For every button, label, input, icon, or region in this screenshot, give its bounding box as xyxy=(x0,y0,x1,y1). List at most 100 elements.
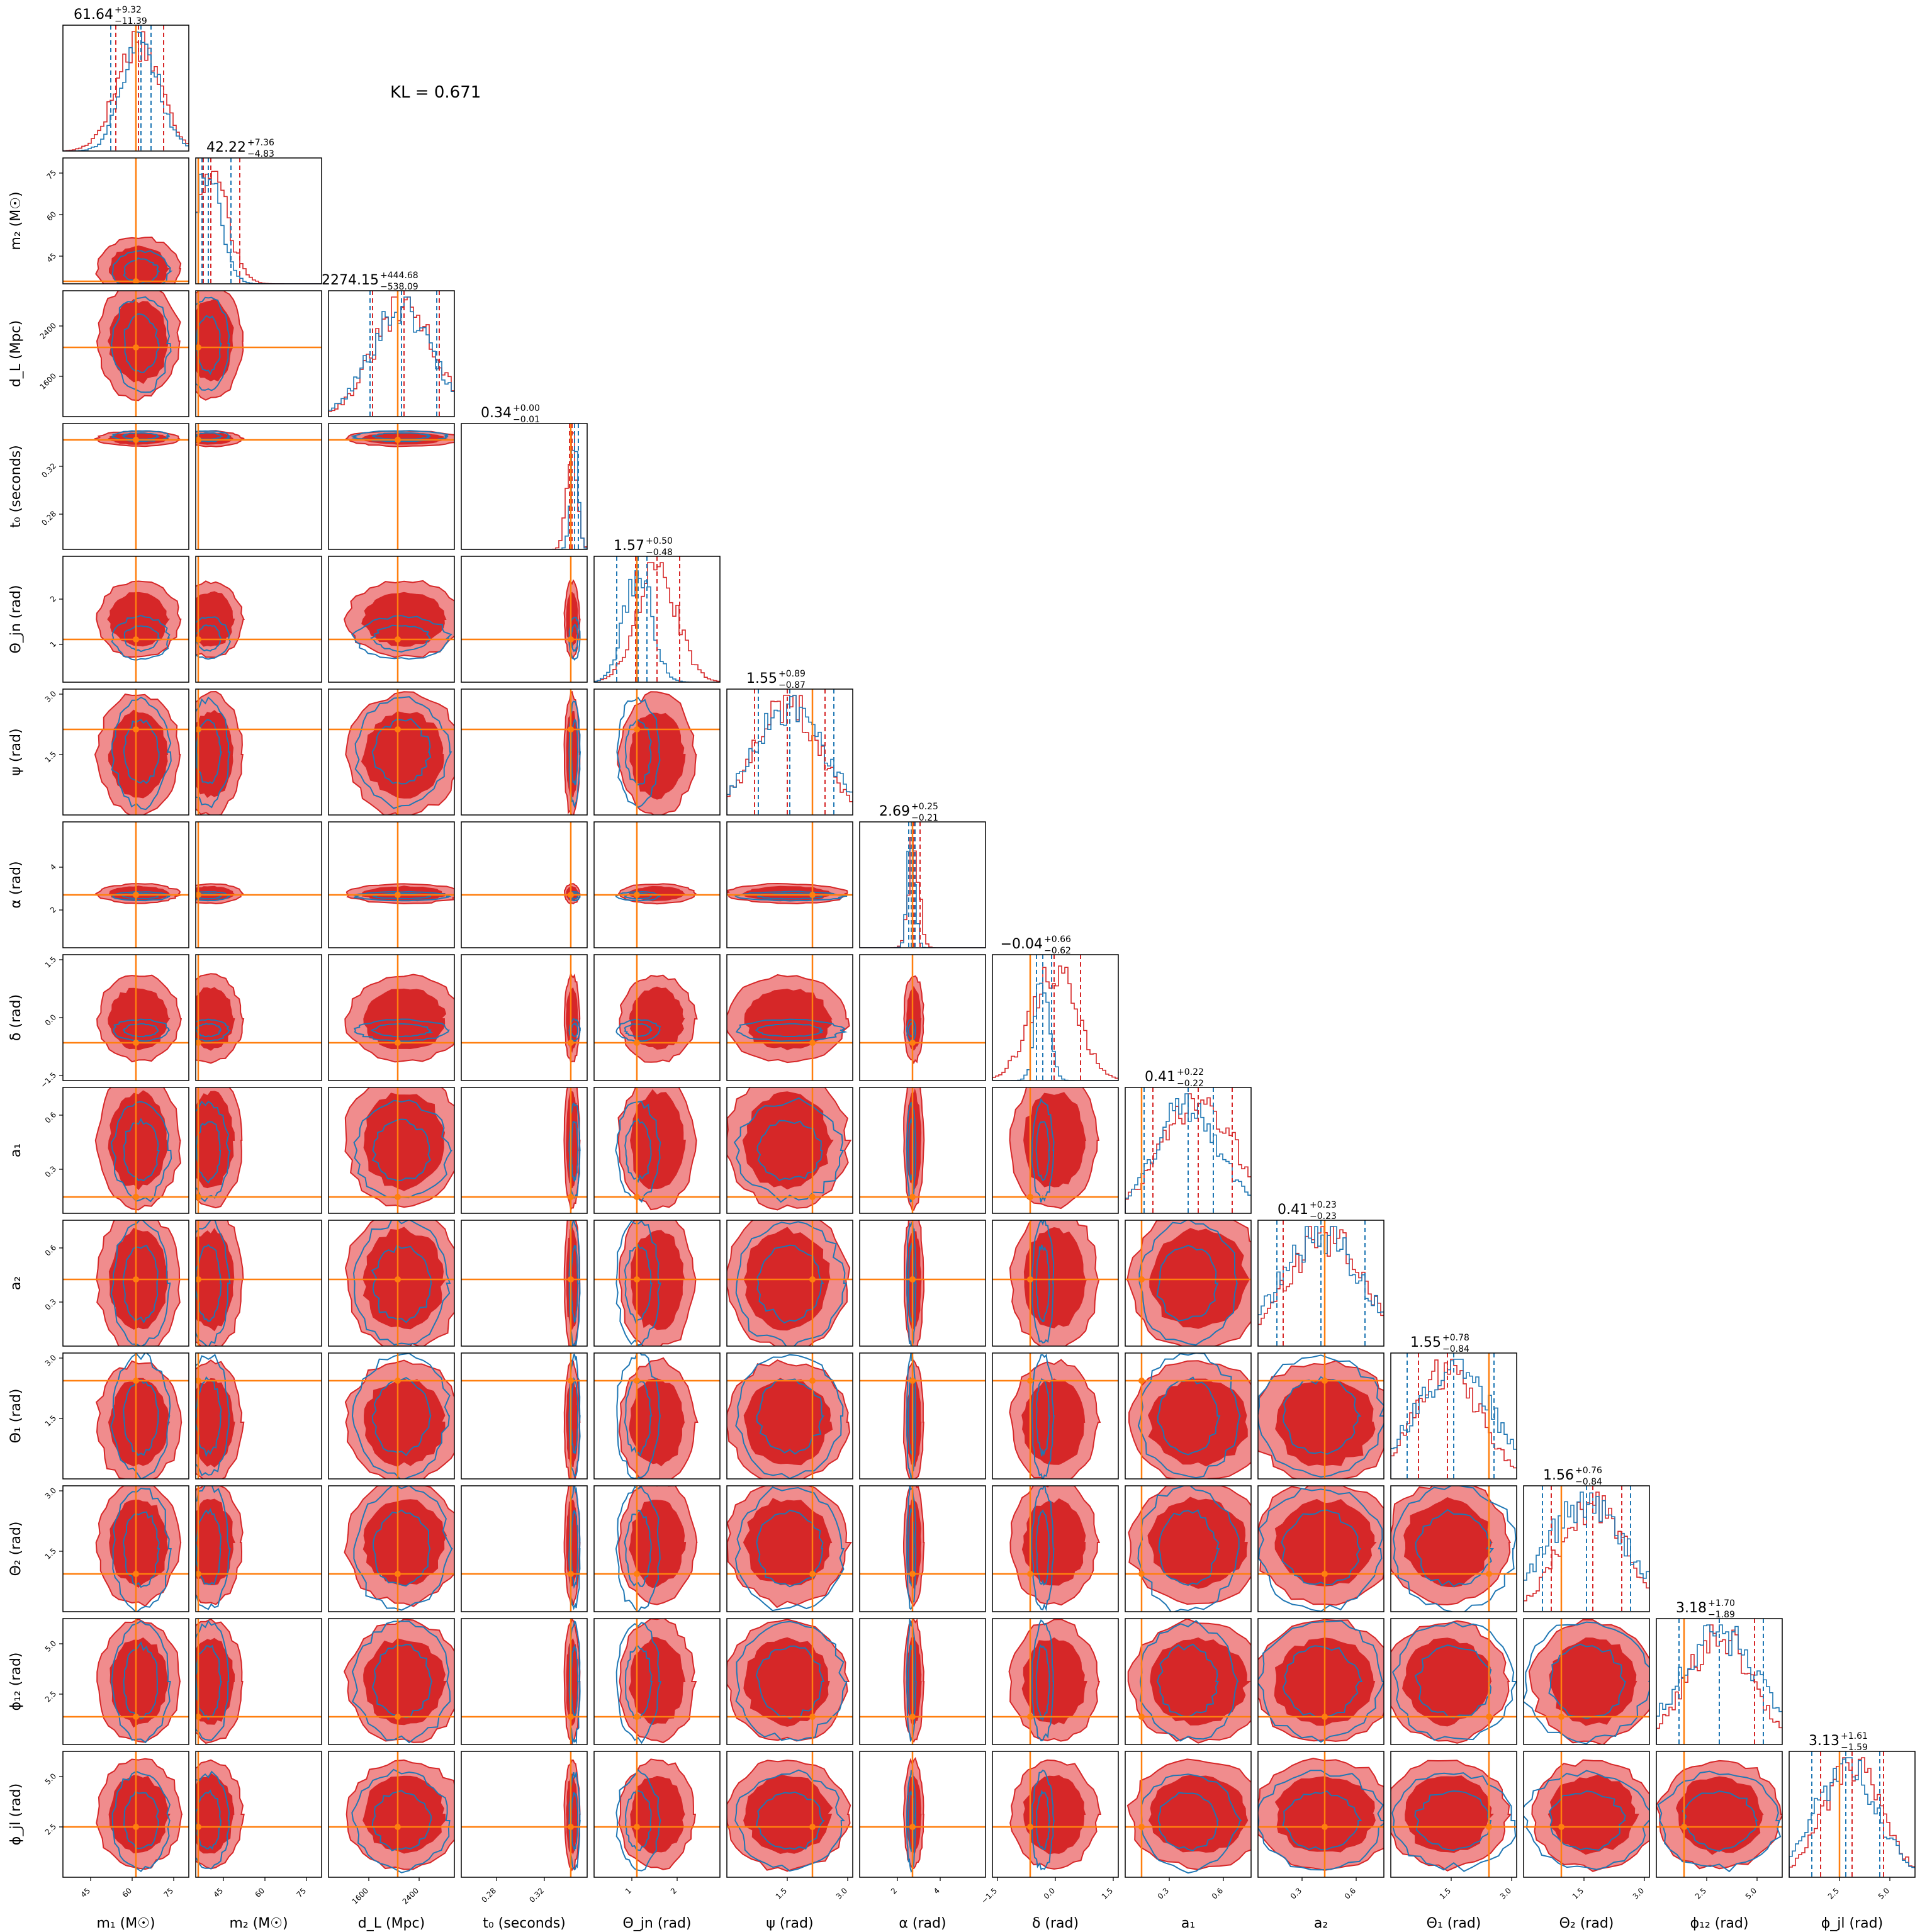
x-axis-label: d_L (Mpc) xyxy=(358,1916,425,1931)
y-axis-label: ϕ₁₂ (rad) xyxy=(8,1653,24,1711)
panel-title-lower-error: −0.22 xyxy=(1177,1079,1204,1089)
truth-marker xyxy=(133,1194,139,1200)
panel-frame xyxy=(62,423,189,550)
panel-content xyxy=(594,556,720,682)
contour-blue-outer xyxy=(1031,1769,1055,1870)
histogram-red-series xyxy=(196,171,322,284)
panel-frame xyxy=(1257,1352,1384,1480)
panel-frame xyxy=(62,1485,189,1612)
panel-frame xyxy=(593,1751,721,1878)
contour-blue-inner xyxy=(1157,1792,1219,1851)
panel-title-upper-error: +0.50 xyxy=(646,536,673,546)
contour-blue-outer xyxy=(110,1101,172,1203)
panel-frame xyxy=(992,1618,1119,1745)
panel-frame xyxy=(461,688,588,816)
y-axis-label: d_L (Mpc) xyxy=(8,320,24,387)
contour-red-inner xyxy=(363,1638,447,1726)
truth-marker xyxy=(1558,1714,1564,1720)
x-tick-label: 0.0 xyxy=(1042,1886,1057,1901)
truth-marker xyxy=(1138,1714,1145,1720)
truth-marker xyxy=(1138,1276,1145,1283)
panel-content xyxy=(63,556,189,682)
truth-marker xyxy=(568,1714,574,1720)
contour-blue-inner xyxy=(371,432,431,441)
panel-content xyxy=(63,291,189,417)
panel-frame xyxy=(1523,1618,1650,1745)
y-tick-label: 0.32 xyxy=(40,461,58,480)
y-axis-label: t₀ (seconds) xyxy=(8,445,24,528)
panel-content xyxy=(1125,1087,1251,1213)
contour-blue-inner xyxy=(1035,1509,1050,1586)
panel-frame xyxy=(62,1751,189,1878)
x-tick-label: 1.5 xyxy=(1438,1886,1452,1901)
truth-marker xyxy=(395,1040,401,1046)
panel-content xyxy=(1125,1353,1251,1479)
panel-6-0: 2 4 α (rad) xyxy=(8,821,189,948)
panel-title-value: 1.55 xyxy=(1410,1335,1441,1351)
panel-content xyxy=(594,1353,720,1479)
panel-frame xyxy=(62,1220,189,1347)
truth-marker xyxy=(909,1194,916,1200)
contour-blue-outer xyxy=(906,1221,917,1346)
truth-marker xyxy=(133,437,139,443)
contour-red-inner xyxy=(1150,1637,1251,1726)
truth-marker xyxy=(568,892,574,898)
panel-7-2 xyxy=(328,954,455,1081)
contour-red-inner xyxy=(110,1637,169,1728)
panel-content xyxy=(196,158,322,284)
contour-blue-inner xyxy=(196,719,223,785)
contour-blue-outer xyxy=(354,696,452,809)
panel-2-2: 2274.15 +444.68−538.09 xyxy=(322,271,455,417)
contour-blue-inner xyxy=(1035,1244,1050,1323)
panel-frame xyxy=(1257,1485,1384,1612)
panel-content xyxy=(860,1353,986,1479)
contour-blue-inner xyxy=(371,1118,432,1181)
y-tick-label: 2 xyxy=(48,905,58,914)
panel-content xyxy=(860,1486,986,1612)
panel-frame xyxy=(593,688,721,816)
contour-blue-outer xyxy=(568,616,581,661)
panel-11-6 xyxy=(859,1485,986,1612)
x-axis-label: ϕ_jl (rad) xyxy=(1821,1916,1883,1931)
contour-blue-outer xyxy=(196,1770,230,1870)
x-tick-label: 0.6 xyxy=(1343,1886,1357,1901)
panel-frame xyxy=(62,157,189,284)
contour-blue-inner xyxy=(1415,1508,1495,1588)
panel-frame xyxy=(62,1352,189,1480)
panel-content xyxy=(727,1619,853,1744)
panel-12-2 xyxy=(328,1618,455,1745)
panel-content xyxy=(196,1220,322,1346)
panel-frame xyxy=(328,1087,455,1214)
truth-marker xyxy=(133,1040,139,1046)
panel-7-4 xyxy=(593,954,721,1081)
contour-blue-inner xyxy=(371,1644,433,1719)
panel-content xyxy=(461,1619,587,1744)
contour-blue-outer xyxy=(568,1353,581,1479)
panel-6-6: 2.69 +0.25−0.21 xyxy=(859,802,986,948)
panel-content xyxy=(727,955,853,1081)
contour-blue-outer xyxy=(906,1486,917,1610)
contour-blue-inner xyxy=(1035,1789,1051,1851)
panel-2-0: 1600 2400 d_L (Mpc) xyxy=(8,290,189,417)
truth-marker xyxy=(1027,1276,1033,1283)
panel-frame xyxy=(62,1087,189,1214)
x-tick-label: 0.32 xyxy=(527,1886,546,1904)
contour-blue-outer xyxy=(736,1018,848,1042)
contour-red-inner xyxy=(361,592,447,647)
contour-red-inner xyxy=(1148,1378,1248,1467)
y-tick-label: 1.5 xyxy=(43,1413,58,1428)
panel-11-9 xyxy=(1257,1485,1384,1612)
panel-8-2 xyxy=(328,1087,455,1214)
y-axis-label: Θ_jn (rad) xyxy=(8,585,24,653)
x-tick-label: −1.5 xyxy=(980,1886,999,1906)
panel-content xyxy=(1125,1619,1251,1744)
panel-8-5 xyxy=(726,1087,853,1214)
panel-frame xyxy=(461,954,588,1081)
contour-blue-outer xyxy=(196,1620,230,1741)
truth-marker xyxy=(133,892,139,898)
panel-title-upper-error: +0.76 xyxy=(1575,1466,1602,1476)
panel-title-upper-error: +0.89 xyxy=(778,669,806,679)
panel-content xyxy=(196,291,322,417)
panel-title-lower-error: −4.83 xyxy=(247,149,274,159)
panel-content xyxy=(63,689,189,815)
